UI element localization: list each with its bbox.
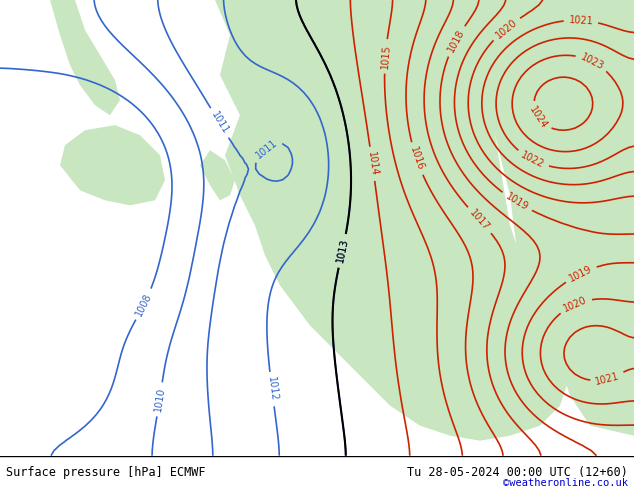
Text: ©weatheronline.co.uk: ©weatheronline.co.uk (503, 478, 628, 488)
Polygon shape (60, 125, 165, 205)
Polygon shape (50, 0, 120, 115)
Text: 1020: 1020 (562, 295, 589, 314)
Text: 1017: 1017 (468, 208, 491, 233)
Text: 1012: 1012 (266, 376, 278, 402)
Text: 1019: 1019 (504, 191, 530, 213)
Text: 1008: 1008 (134, 291, 153, 318)
Polygon shape (215, 0, 570, 441)
Text: Tu 28-05-2024 00:00 UTC (12+60): Tu 28-05-2024 00:00 UTC (12+60) (407, 466, 628, 479)
Polygon shape (470, 0, 634, 436)
Text: 1024: 1024 (527, 104, 549, 130)
Text: Surface pressure [hPa] ECMWF: Surface pressure [hPa] ECMWF (6, 466, 206, 479)
Text: 1020: 1020 (493, 17, 519, 40)
Text: 1011: 1011 (254, 138, 279, 161)
Text: 1010: 1010 (153, 387, 167, 412)
Text: 1011: 1011 (209, 110, 230, 136)
Text: 1016: 1016 (408, 146, 425, 172)
Text: 1015: 1015 (380, 44, 391, 69)
Text: 1022: 1022 (519, 150, 546, 170)
Text: 1021: 1021 (569, 15, 593, 26)
Text: 1013: 1013 (335, 238, 350, 264)
Text: 1019: 1019 (567, 264, 594, 283)
Text: 1021: 1021 (594, 371, 621, 387)
Text: 1023: 1023 (579, 51, 605, 72)
Text: 1014: 1014 (366, 151, 379, 177)
Text: 1018: 1018 (446, 28, 466, 54)
Text: 1013: 1013 (335, 238, 350, 264)
Polygon shape (200, 150, 235, 200)
